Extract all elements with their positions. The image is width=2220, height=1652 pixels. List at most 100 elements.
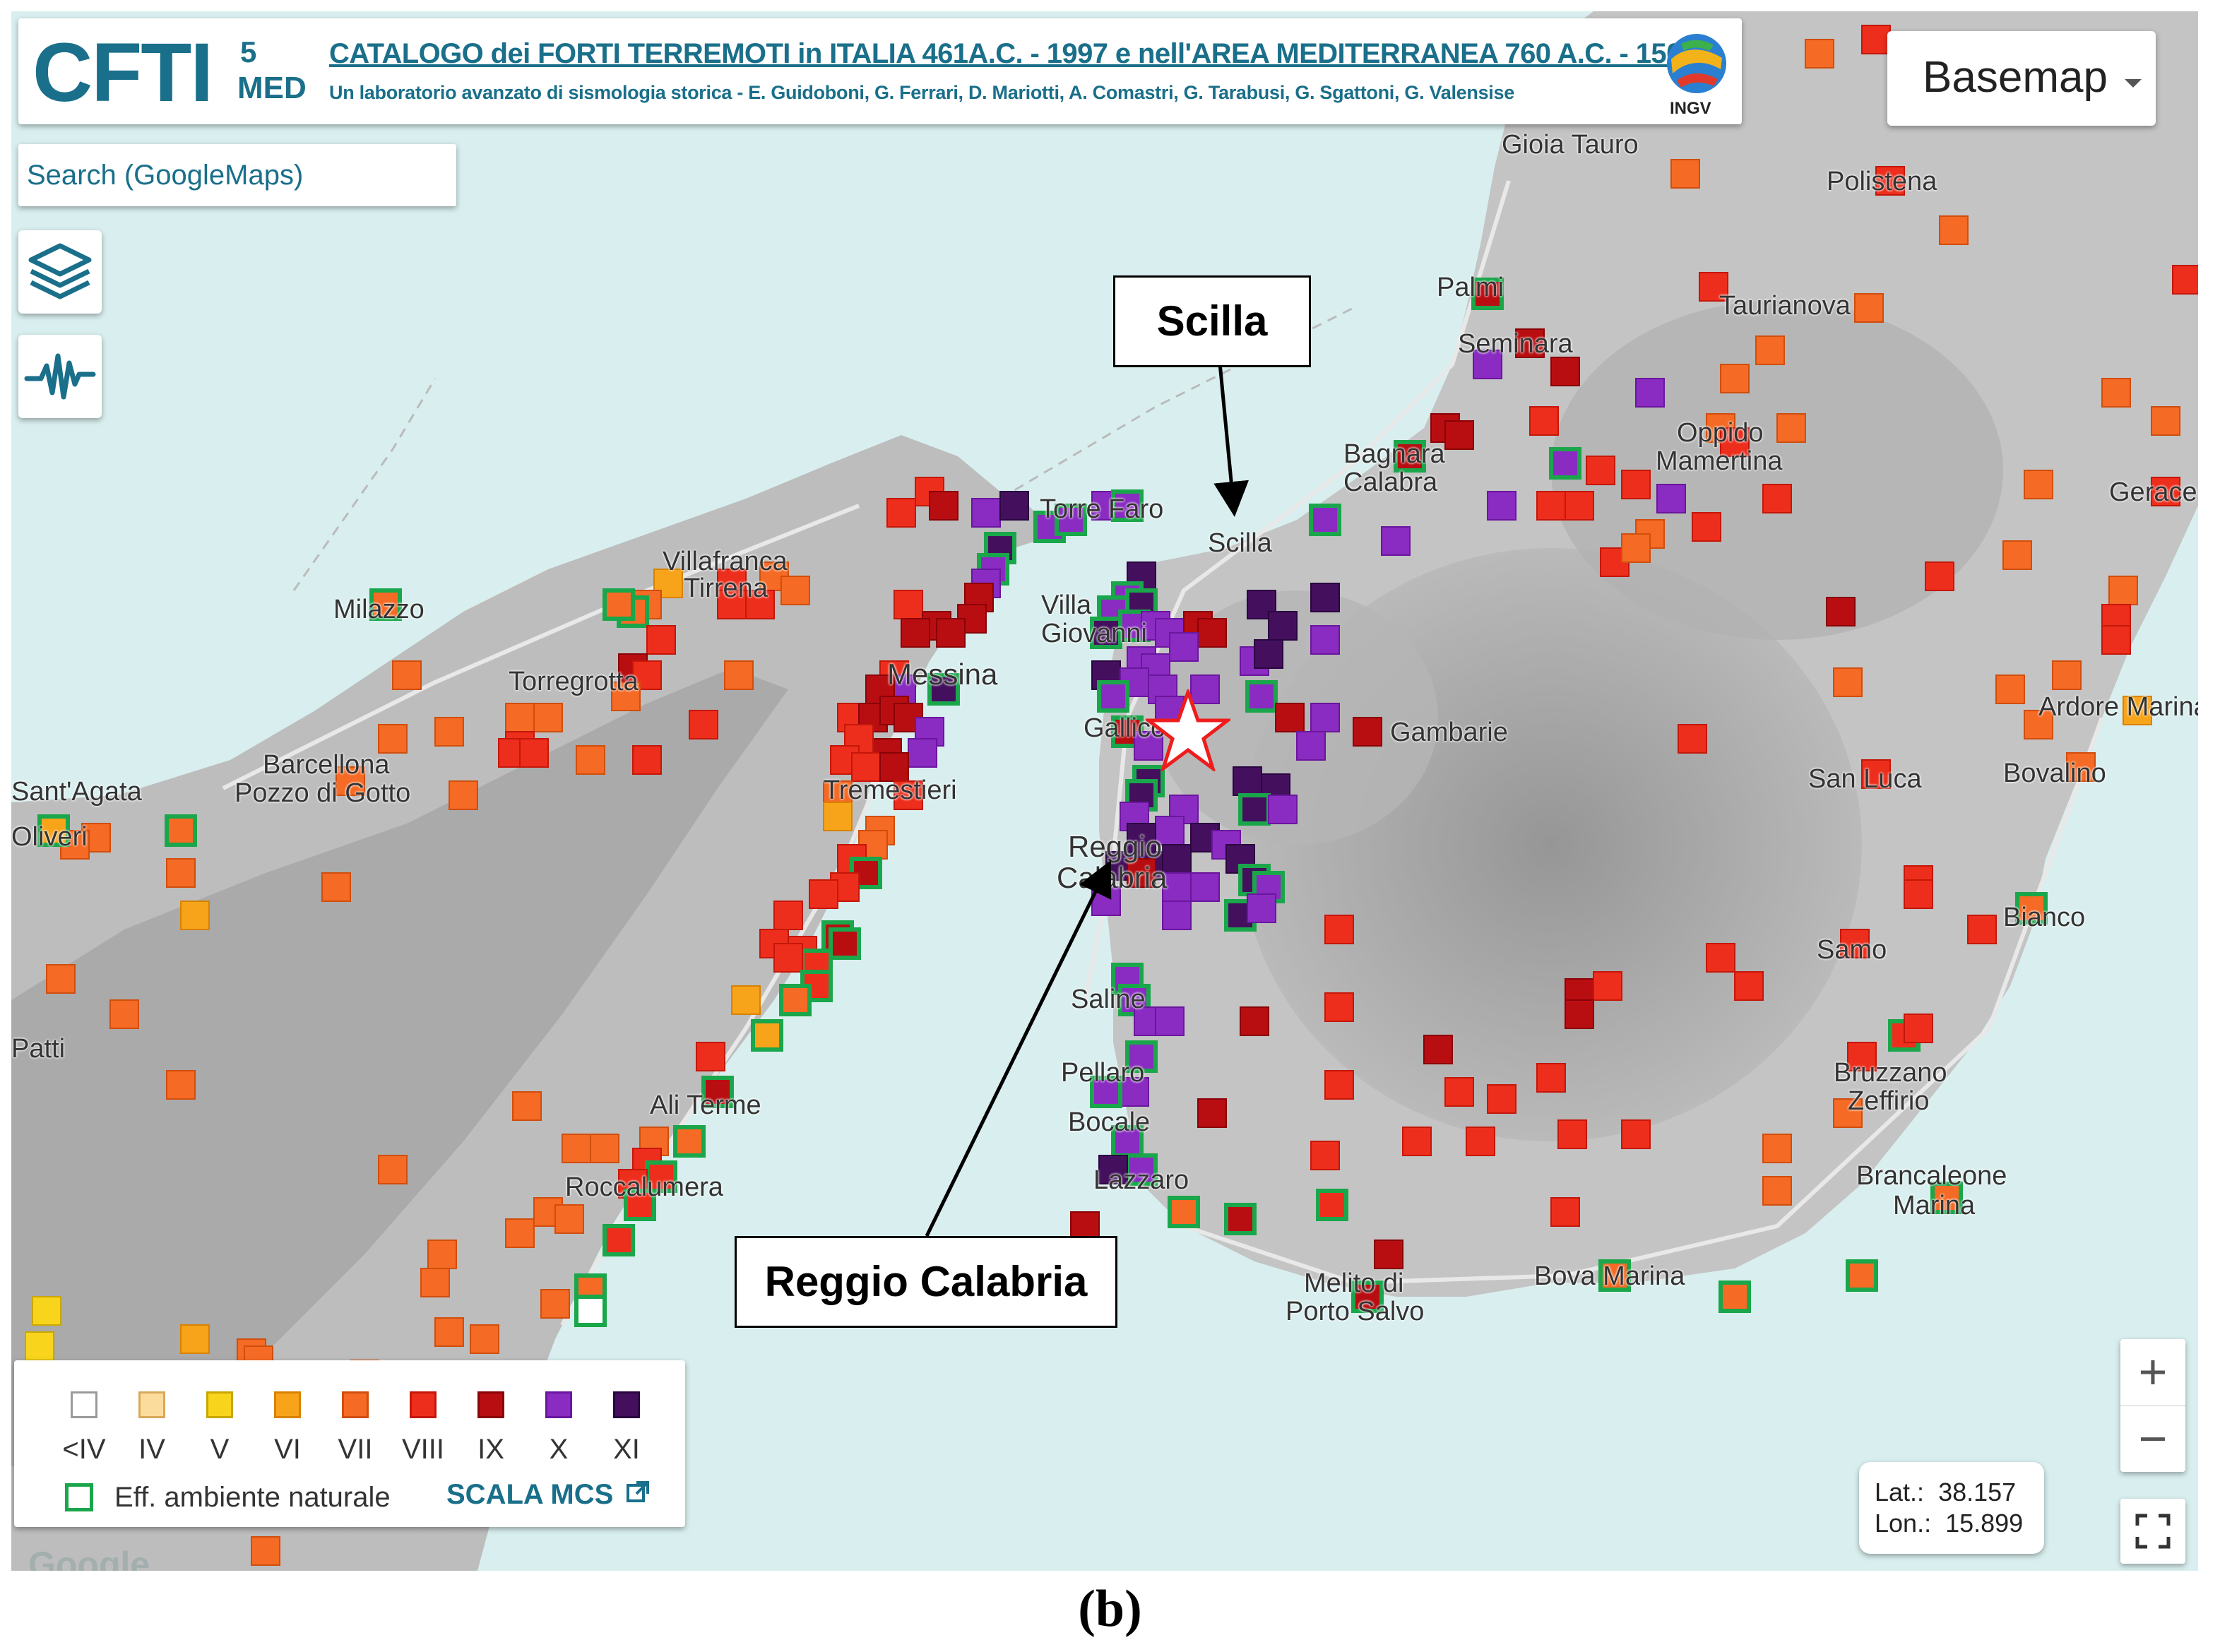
intensity-point[interactable] bbox=[1098, 1155, 1128, 1184]
layers-button[interactable] bbox=[18, 230, 102, 314]
intensity-point[interactable] bbox=[1699, 272, 1728, 302]
intensity-point[interactable] bbox=[25, 1331, 54, 1361]
intensity-point[interactable] bbox=[1776, 413, 1806, 443]
intensity-point[interactable] bbox=[540, 1289, 570, 1319]
intensity-point[interactable] bbox=[2108, 576, 2138, 605]
intensity-point[interactable] bbox=[1550, 357, 1580, 386]
intensity-point[interactable] bbox=[1904, 879, 1933, 909]
intensity-point[interactable] bbox=[1621, 1119, 1651, 1149]
intensity-point[interactable] bbox=[1586, 456, 1615, 485]
intensity-point[interactable] bbox=[646, 625, 676, 655]
intensity-point[interactable] bbox=[1967, 915, 1997, 944]
intensity-point[interactable] bbox=[1374, 1240, 1403, 1269]
intensity-point[interactable] bbox=[603, 1224, 635, 1256]
intensity-point[interactable] bbox=[2002, 540, 2032, 570]
intensity-point[interactable] bbox=[1995, 675, 2025, 704]
intensity-point[interactable] bbox=[2024, 710, 2053, 739]
intensity-point[interactable] bbox=[1904, 1014, 1933, 1043]
intensity-point[interactable] bbox=[1125, 1040, 1158, 1073]
intensity-point[interactable] bbox=[1309, 504, 1341, 536]
intensity-point[interactable] bbox=[1055, 504, 1087, 536]
intensity-point[interactable] bbox=[632, 745, 662, 775]
intensity-point[interactable] bbox=[1324, 992, 1354, 1022]
intensity-point[interactable] bbox=[745, 590, 775, 619]
intensity-point[interactable] bbox=[1111, 489, 1144, 522]
intensity-point[interactable] bbox=[645, 1160, 677, 1193]
intensity-point[interactable] bbox=[1162, 872, 1192, 902]
intensity-point[interactable] bbox=[1678, 724, 1707, 754]
intensity-point[interactable] bbox=[1090, 1076, 1122, 1108]
intensity-point[interactable] bbox=[1444, 1077, 1474, 1107]
intensity-point[interactable] bbox=[1394, 440, 1426, 473]
intensity-point[interactable] bbox=[908, 738, 937, 768]
intensity-point[interactable] bbox=[751, 1019, 783, 1052]
intensity-point[interactable] bbox=[779, 984, 812, 1016]
intensity-point[interactable] bbox=[1720, 364, 1750, 393]
intensity-point[interactable] bbox=[689, 710, 718, 739]
intensity-point[interactable] bbox=[1162, 844, 1192, 874]
intensity-point[interactable] bbox=[519, 738, 549, 768]
intensity-point[interactable] bbox=[2172, 265, 2198, 295]
intensity-point[interactable] bbox=[1515, 328, 1545, 358]
intensity-point[interactable] bbox=[1692, 512, 1721, 542]
intensity-point[interactable] bbox=[2151, 406, 2180, 436]
intensity-point[interactable] bbox=[2052, 660, 2082, 690]
intensity-point[interactable] bbox=[46, 964, 76, 994]
intensity-point[interactable] bbox=[1381, 526, 1411, 556]
star-icon[interactable] bbox=[1146, 689, 1230, 771]
intensity-point[interactable] bbox=[37, 814, 70, 847]
intensity-point[interactable] bbox=[901, 618, 930, 648]
intensity-point[interactable] bbox=[1487, 491, 1516, 521]
intensity-point[interactable] bbox=[1169, 632, 1199, 662]
intensity-point[interactable] bbox=[1162, 901, 1192, 930]
intensity-point[interactable] bbox=[427, 1240, 457, 1269]
intensity-point[interactable] bbox=[927, 673, 960, 706]
intensity-point[interactable] bbox=[1719, 1280, 1751, 1313]
intensity-point[interactable] bbox=[1473, 350, 1502, 379]
intensity-point[interactable] bbox=[1598, 1259, 1631, 1292]
intensity-point[interactable] bbox=[1833, 1098, 1863, 1128]
intensity-point[interactable] bbox=[562, 1134, 591, 1163]
intensity-point[interactable] bbox=[1621, 533, 1651, 563]
zoom-in-button[interactable]: + bbox=[2138, 1344, 2168, 1399]
intensity-point[interactable] bbox=[1070, 1211, 1100, 1241]
intensity-point[interactable] bbox=[420, 1268, 450, 1297]
intensity-point[interactable] bbox=[1734, 971, 1764, 1001]
intensity-point[interactable] bbox=[894, 590, 923, 619]
intensity-point[interactable] bbox=[1565, 491, 1594, 521]
intensity-point[interactable] bbox=[1275, 703, 1305, 732]
intensity-point[interactable] bbox=[1296, 731, 1326, 761]
intensity-point[interactable] bbox=[1197, 1098, 1227, 1128]
intensity-point[interactable] bbox=[624, 1189, 656, 1221]
intensity-point[interactable] bbox=[717, 590, 747, 619]
intensity-point[interactable] bbox=[886, 498, 916, 528]
intensity-point[interactable] bbox=[1247, 893, 1276, 923]
intensity-point[interactable] bbox=[1125, 1153, 1158, 1186]
intensity-point[interactable] bbox=[378, 724, 408, 754]
intensity-point[interactable] bbox=[673, 1125, 706, 1158]
intensity-point[interactable] bbox=[2101, 625, 2131, 655]
intensity-point[interactable] bbox=[590, 1134, 619, 1163]
intensity-point[interactable] bbox=[554, 1204, 584, 1234]
basemap-dropdown[interactable]: Basemap bbox=[1887, 31, 2156, 126]
intensity-point[interactable] bbox=[894, 780, 923, 810]
intensity-point[interactable] bbox=[724, 660, 754, 690]
intensity-point[interactable] bbox=[505, 703, 535, 732]
intensity-points-layer[interactable] bbox=[11, 11, 2198, 1571]
intensity-point[interactable] bbox=[1536, 491, 1566, 521]
intensity-point[interactable] bbox=[1310, 703, 1340, 732]
intensity-point[interactable] bbox=[611, 682, 641, 711]
intensity-point[interactable] bbox=[180, 901, 210, 930]
intensity-point[interactable] bbox=[1755, 335, 1785, 365]
intensity-point[interactable] bbox=[1536, 1063, 1566, 1093]
intensity-point[interactable] bbox=[1402, 1127, 1432, 1156]
intensity-point[interactable] bbox=[1310, 625, 1340, 655]
intensity-point[interactable] bbox=[574, 1295, 607, 1327]
intensity-point[interactable] bbox=[1245, 680, 1278, 713]
intensity-point[interactable] bbox=[165, 814, 197, 847]
intensity-point[interactable] bbox=[1254, 639, 1283, 669]
seismogram-button[interactable] bbox=[18, 335, 102, 418]
intensity-point[interactable] bbox=[576, 745, 605, 775]
intensity-point[interactable] bbox=[936, 618, 966, 648]
intensity-point[interactable] bbox=[505, 1218, 535, 1248]
